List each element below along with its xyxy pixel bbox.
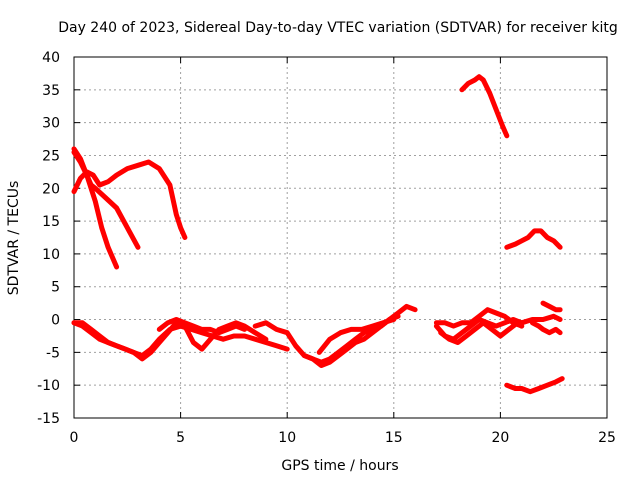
y-axis-label: SDTVAR / TECUs [6,181,22,296]
y-tick-label: 5 [51,280,60,296]
series-group [71,74,565,395]
y-tick-label: 0 [51,313,60,329]
series-track-o [459,74,510,139]
y-tick-label: 25 [42,148,60,164]
series-track-b [71,149,141,250]
x-tick-label: 5 [176,430,185,446]
x-axis-label: GPS time / hours [281,458,398,474]
x-tick-label: 25 [598,430,616,446]
plot-area-frame [73,56,608,419]
series-track-q [504,376,565,395]
x-tick-label: 10 [278,430,296,446]
x-tick-label: 0 [70,430,79,446]
y-tick-label: 20 [42,181,60,197]
x-tick-label: 20 [491,430,509,446]
series-track-k [433,307,525,329]
series-track-i [316,317,397,355]
y-tick-label: -15 [37,411,60,427]
series-track-e [71,320,269,362]
y-tick-label: 35 [42,83,60,99]
series-track-m [529,320,563,336]
y-tick-label: 15 [42,214,60,230]
axis-ticks: 0 5 10 15 20 25 -15 -10 -5 0 5 10 15 20 25 30 35 40 [37,50,616,446]
series-track-n [540,300,563,313]
series-track-f [156,317,248,336]
series-track-c [71,159,188,240]
series-track-j [433,313,563,342]
y-tick-label: 30 [42,116,60,132]
y-tick-label: 10 [42,247,60,263]
chart-title: Day 240 of 2023, Sidereal Day-to-day VTE… [58,20,618,36]
y-tick-label: -10 [37,378,60,394]
series-track-p [504,228,563,250]
series-track-l [438,320,525,345]
y-tick-label: 40 [42,50,60,66]
x-tick-label: 15 [385,430,403,446]
y-tick-label: -5 [46,345,60,361]
